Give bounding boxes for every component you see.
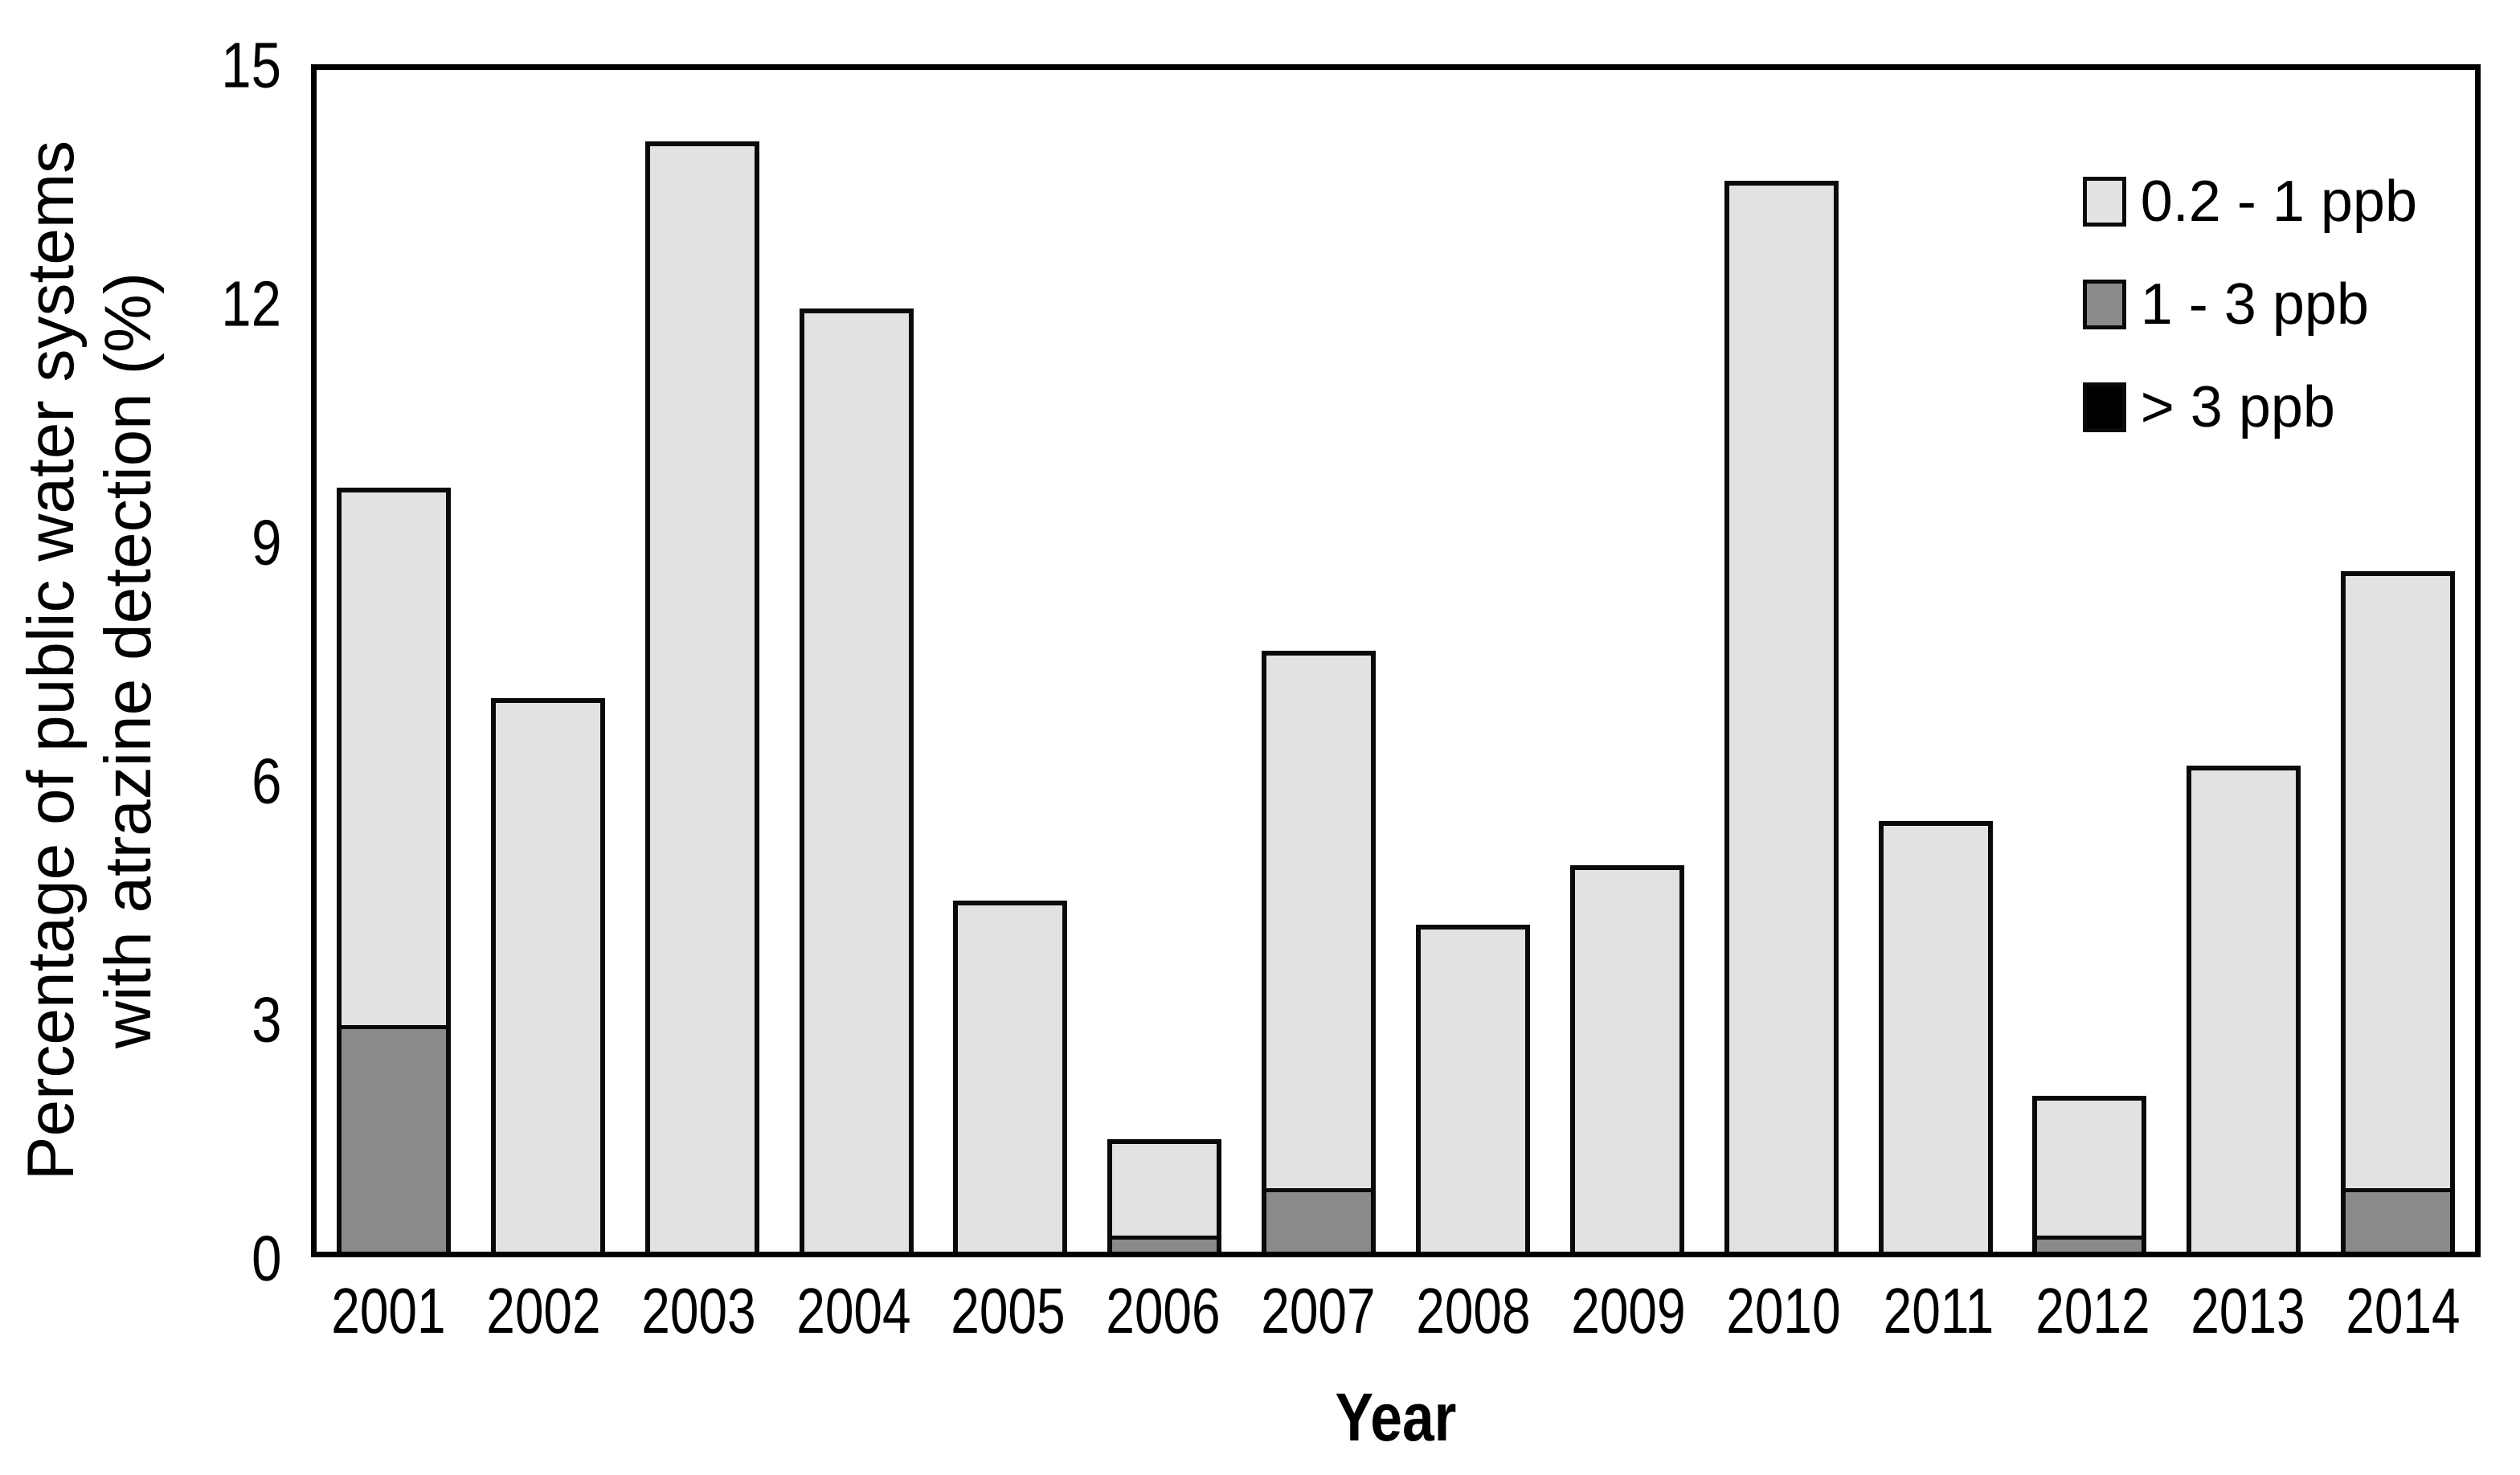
legend-label: 0.2 - 1 ppb <box>2140 170 2417 234</box>
bar-slot-2007 <box>1242 70 1396 1252</box>
bar-2006 <box>1107 1139 1222 1252</box>
bar-slot-2002 <box>471 70 625 1252</box>
y-axis-tick-labels: 0 3 6 9 12 15 <box>0 33 281 1290</box>
bar-slot-2004 <box>779 70 934 1252</box>
bar-2009 <box>1569 865 1684 1252</box>
bar-2013 <box>2187 766 2301 1252</box>
legend-swatch-icon <box>2082 382 2126 432</box>
legend-item: 1 - 3 ppb <box>2082 272 2417 337</box>
y-tick-label: 0 <box>251 1222 281 1294</box>
y-tick-label: 6 <box>251 745 281 817</box>
x-tick-label-2004: 2004 <box>796 1275 911 1346</box>
legend-swatch-icon <box>2082 280 2126 329</box>
bar-segment-2004-0-2-1-ppb <box>804 313 909 1252</box>
bar-segment-2006-1-3-ppb <box>1112 1236 1217 1252</box>
bar-segment-2008-0-2-1-ppb <box>1420 930 1525 1252</box>
legend-swatch-icon <box>2082 177 2126 227</box>
bar-2010 <box>1724 181 1839 1252</box>
bar-slot-2012 <box>2012 70 2166 1252</box>
plot-area: 0.2 - 1 ppb 1 - 3 ppb > 3 ppb <box>311 64 2481 1257</box>
x-tick-label-2012: 2012 <box>2035 1275 2151 1346</box>
bar-slot-2010 <box>1704 70 1859 1252</box>
x-tick-label-2011: 2011 <box>1883 1275 1994 1346</box>
legend: 0.2 - 1 ppb 1 - 3 ppb > 3 ppb <box>2082 170 2417 481</box>
x-axis-tick-labels: 2001 2002 2003 2004 2005 2006 2007 2008 2009 2010… <box>311 1279 2481 1343</box>
bar-segment-2005-0-2-1-ppb <box>958 905 1063 1252</box>
bar-segment-2014-1-3-ppb <box>2346 1188 2451 1252</box>
bar-slot-2013 <box>2166 70 2321 1252</box>
bar-slot-2014 <box>2321 70 2475 1252</box>
bar-segment-2010-0-2-1-ppb <box>1728 186 1834 1252</box>
x-tick-label-2001: 2001 <box>331 1275 446 1346</box>
legend-label: 1 - 3 ppb <box>2140 272 2369 337</box>
legend-label: > 3 ppb <box>2140 375 2335 439</box>
bar-2007 <box>1262 651 1377 1252</box>
x-tick-label-2007: 2007 <box>1261 1275 1376 1346</box>
bar-segment-2006-0-2-1-ppb <box>1112 1144 1217 1236</box>
x-tick-label-2014: 2014 <box>2346 1275 2461 1346</box>
bar-segment-2012-1-3-ppb <box>2037 1236 2142 1252</box>
bar-slot-2009 <box>1550 70 1704 1252</box>
x-tick-label-2008: 2008 <box>1416 1275 1531 1346</box>
bar-2012 <box>2032 1096 2147 1252</box>
x-tick-label-2010: 2010 <box>1725 1275 1841 1346</box>
legend-item: 0.2 - 1 ppb <box>2082 170 2417 234</box>
bar-slot-2005 <box>933 70 1087 1252</box>
x-tick-label-2006: 2006 <box>1106 1275 1221 1346</box>
y-tick-label: 3 <box>251 983 281 1056</box>
x-tick-label-2002: 2002 <box>486 1275 601 1346</box>
y-tick-label: 15 <box>221 29 281 101</box>
bar-slot-2003 <box>625 70 779 1252</box>
bar-2014 <box>2341 571 2456 1252</box>
bar-segment-2013-0-2-1-ppb <box>2191 770 2297 1252</box>
x-axis-title: Year <box>1335 1379 1457 1455</box>
bar-segment-2001-1-3-ppb <box>341 1025 446 1252</box>
bar-2005 <box>953 901 1068 1252</box>
bar-segment-2014-0-2-1-ppb <box>2346 576 2451 1188</box>
bar-segment-2002-0-2-1-ppb <box>495 703 600 1252</box>
bar-segment-2007-0-2-1-ppb <box>1266 656 1372 1188</box>
bar-segment-2009-0-2-1-ppb <box>1574 870 1679 1252</box>
bar-2002 <box>490 698 605 1252</box>
bar-slot-2006 <box>1087 70 1242 1252</box>
bar-slot-2011 <box>1859 70 2013 1252</box>
bar-2001 <box>336 488 451 1252</box>
bar-segment-2012-0-2-1-ppb <box>2037 1101 2142 1236</box>
bar-2011 <box>1878 821 1993 1252</box>
bar-segment-2001-0-2-1-ppb <box>341 492 446 1025</box>
legend-item: > 3 ppb <box>2082 375 2417 439</box>
bar-slot-2008 <box>1396 70 1550 1252</box>
bar-2004 <box>799 308 914 1252</box>
bar-segment-2003-0-2-1-ppb <box>649 146 755 1252</box>
bar-2003 <box>644 141 759 1252</box>
bar-2008 <box>1415 925 1530 1252</box>
x-tick-label-2005: 2005 <box>951 1275 1066 1346</box>
bar-slot-2001 <box>317 70 471 1252</box>
bars-row <box>317 70 2475 1252</box>
bar-segment-2007-1-3-ppb <box>1266 1188 1372 1252</box>
y-tick-label: 9 <box>251 506 281 578</box>
x-tick-label-2003: 2003 <box>640 1275 756 1346</box>
y-tick-label: 12 <box>221 268 281 340</box>
x-tick-label-2013: 2013 <box>2191 1275 2305 1346</box>
x-tick-label-2009: 2009 <box>1571 1275 1686 1346</box>
bar-segment-2011-0-2-1-ppb <box>1883 826 1988 1252</box>
